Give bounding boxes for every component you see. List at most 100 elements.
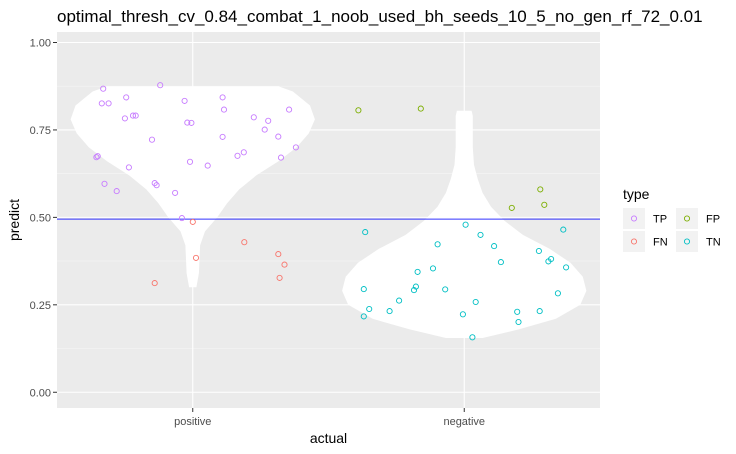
point-tp [184,119,191,126]
y-tick-label: 0.00 [30,387,51,399]
point-tn [563,264,570,271]
point-tn [386,308,393,315]
legend-key-fp [683,215,691,222]
point-fn [192,254,200,261]
point-tn [536,308,543,315]
point-tp [292,144,299,151]
y-tick-label: 1.00 [30,37,51,49]
legend-title: type [623,186,650,202]
point-tp [178,215,185,222]
legend-key-tp [630,215,638,222]
point-tn [497,259,504,266]
point-tp [148,136,156,143]
point-tn [396,297,403,304]
y-tick-label: 0.25 [30,300,51,312]
point-tp [157,82,164,89]
legend-key-box [676,208,698,229]
violin-negative [342,110,587,338]
point-tp [121,115,128,122]
point-tn [360,286,367,293]
point-tn [514,308,521,315]
y-axis: 0.00 0.25 0.50 0.75 1.00 [30,37,57,399]
x-axis-title: actual [310,430,347,446]
point-tp [129,112,137,119]
point-fp [355,107,362,114]
point-tp [153,182,160,189]
legend-key-tn [683,238,691,245]
violin-positive [70,86,315,288]
point-tp [286,106,293,113]
y-axis-title: predict [6,199,22,241]
point-tp [98,100,105,107]
point-tp [188,119,195,126]
legend-label: TN [706,237,721,249]
point-tn [412,283,419,290]
y-tick-label: 0.75 [30,125,51,137]
point-tn [360,313,367,320]
point-tp [93,154,100,161]
point-tn [459,311,466,318]
legend-key-fn [630,238,638,245]
point-tp [261,126,268,133]
point-tn [442,286,449,293]
point-tp [220,106,228,113]
legend-key-box [623,208,645,229]
point-tn [462,221,469,228]
point-tp [204,162,211,169]
point-tn [362,229,369,236]
x-tick-label: positive [174,416,211,428]
point-fn [275,251,282,258]
point-tp [181,97,188,104]
chart-title: optimal_thresh_cv_0.84_combat_1_noob_use… [57,7,703,26]
legend-label: FP [706,214,720,226]
data-points [93,82,570,341]
point-tp [250,114,257,121]
legend: type TP FP FN TN [623,186,721,252]
point-tp [113,188,120,195]
point-fn [281,261,288,268]
point-fp [541,201,548,208]
point-fn [189,218,196,225]
point-fp [508,204,515,211]
point-tp [234,152,241,159]
point-tn [434,241,441,248]
point-tn [491,243,498,250]
x-tick-label: negative [443,416,485,428]
point-tn [548,255,555,263]
point-tp [219,133,226,140]
point-tn [410,287,418,294]
point-tp [186,158,194,165]
point-tn [535,247,542,255]
point-tp [123,94,130,101]
legend-key-box [623,231,645,252]
legend-label: TP [653,214,667,226]
violins [70,86,587,338]
point-tn [477,231,484,238]
point-tn [429,265,437,272]
point-tp [100,85,107,92]
point-tp [265,117,272,124]
point-tp [132,112,139,119]
point-tn [414,268,421,275]
point-fp [537,186,544,193]
point-fp [417,105,424,112]
y-tick-label: 0.50 [30,212,51,224]
point-tn [554,290,561,297]
point-fn [151,280,158,287]
point-tn [472,298,479,306]
point-fn [276,274,283,281]
point-tp [105,100,112,107]
point-tp [125,164,132,171]
legend-key-box [676,231,698,252]
legend-label: FN [653,237,668,249]
point-tp [101,180,108,187]
point-tp [277,154,285,161]
point-tp [275,133,282,140]
point-tp [219,94,226,101]
point-tp [240,149,247,156]
point-tn [560,226,567,233]
point-tn [515,318,522,326]
point-tn [366,305,373,313]
point-tp [94,153,101,160]
